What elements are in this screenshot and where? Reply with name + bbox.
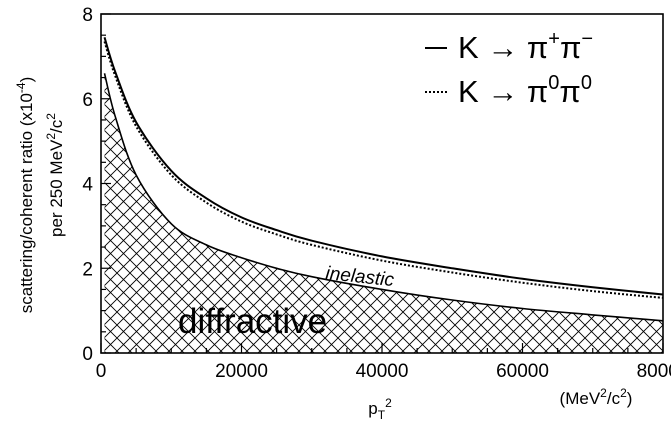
x-axis-unit: (MeV2/c2)	[560, 386, 633, 408]
annotation-diffractive: diffractive	[178, 302, 327, 341]
legend-label-k-pi-plus-pi-minus: K → π+π−	[458, 28, 593, 65]
y-tick-label: 8	[82, 5, 93, 26]
legend-item-k-pi-zero-pi-zero: K → π0π0	[425, 72, 592, 109]
y-axis-title-line1: scattering/coherent ratio (x10-4)	[14, 77, 36, 314]
y-tick-label: 6	[82, 90, 93, 111]
legend-label-k-pi-zero-pi-zero: K → π0π0	[458, 72, 592, 109]
x-tick-label: 0	[96, 361, 107, 382]
y-tick-label: 0	[82, 344, 93, 365]
y-tick-label: 2	[82, 259, 93, 280]
legend: K → π+π− K → π0π0	[425, 28, 593, 109]
x-tick-label: 20000	[215, 361, 268, 382]
x-tick-label: 40000	[356, 361, 409, 382]
x-tick-label: 60000	[496, 361, 549, 382]
y-tick-label: 4	[82, 175, 93, 196]
legend-item-k-pi-plus-pi-minus: K → π+π−	[425, 28, 593, 65]
y-axis-title-line2: per 250 MeV2/c2	[44, 113, 66, 237]
x-axis-title: pT2	[368, 396, 392, 422]
x-tick-label: 80000	[637, 361, 671, 382]
